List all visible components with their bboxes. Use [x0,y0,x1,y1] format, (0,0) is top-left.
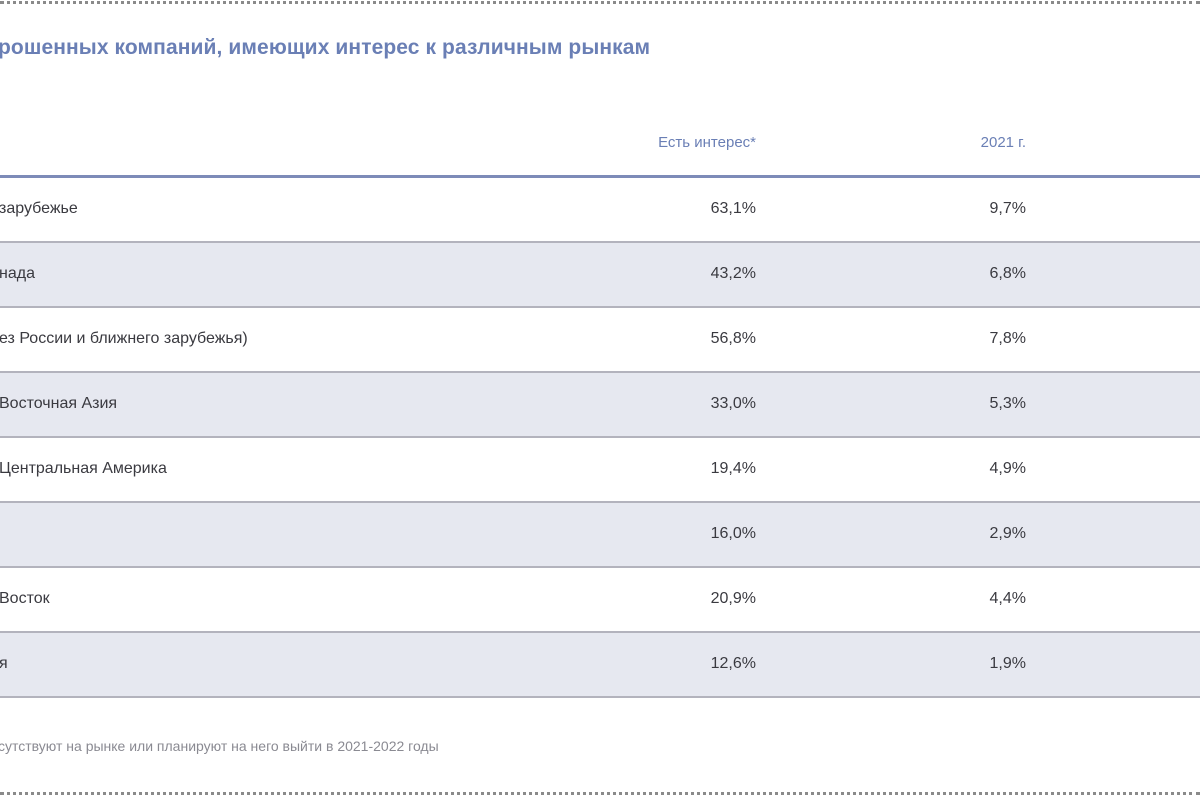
row-interest-value: 63,1% [710,200,756,217]
row-2021-value: 4,4% [989,590,1026,607]
row-interest-value: 33,0% [710,395,756,412]
row-label: нада [0,265,35,282]
table-row: зарубежье 63,1% 9,7% [0,178,1200,243]
row-2021-value: 9,7% [989,200,1026,217]
row-interest-value: 43,2% [710,265,756,282]
table-row: Восток 20,9% 4,4% [0,568,1200,633]
table-row: Центральная Америка 19,4% 4,9% [0,438,1200,503]
row-2021-value: 7,8% [989,330,1026,347]
row-label: зарубежье [0,200,78,217]
row-interest-value: 20,9% [710,590,756,607]
column-header-2021: 2021 г. [980,134,1026,151]
table-body: зарубежье 63,1% 9,7% нада 43,2% 6,8% ез … [0,178,1200,698]
row-interest-value: 19,4% [710,460,756,477]
bottom-dotted-border [0,792,1200,795]
row-interest-value: 56,8% [710,330,756,347]
row-label: я [0,655,8,672]
row-label: ез России и ближнего зарубежья) [0,330,248,347]
table-row: ез России и ближнего зарубежья) 56,8% 7,… [0,308,1200,373]
row-2021-value: 1,9% [989,655,1026,672]
row-label: Восточная Азия [0,395,118,412]
footnote: сутствуют на рынке или планируют на него… [0,738,439,754]
row-interest-value: 12,6% [710,655,756,672]
table-title: рошенных компаний, имеющих интерес к раз… [0,36,651,59]
row-label: Восток [0,590,50,607]
row-2021-value: 2,9% [989,525,1026,542]
top-dotted-border [0,1,1200,4]
header-rule [0,175,1200,178]
row-label: Центральная Америка [0,460,167,477]
row-2021-value: 5,3% [989,395,1026,412]
row-interest-value: 16,0% [710,525,756,542]
table-row: 16,0% 2,9% [0,503,1200,568]
table-row: Восточная Азия 33,0% 5,3% [0,373,1200,438]
table-row: нада 43,2% 6,8% [0,243,1200,308]
column-header-interest: Есть интерес* [658,134,756,151]
table-row: я 12,6% 1,9% [0,633,1200,698]
row-2021-value: 6,8% [989,265,1026,282]
row-2021-value: 4,9% [989,460,1026,477]
